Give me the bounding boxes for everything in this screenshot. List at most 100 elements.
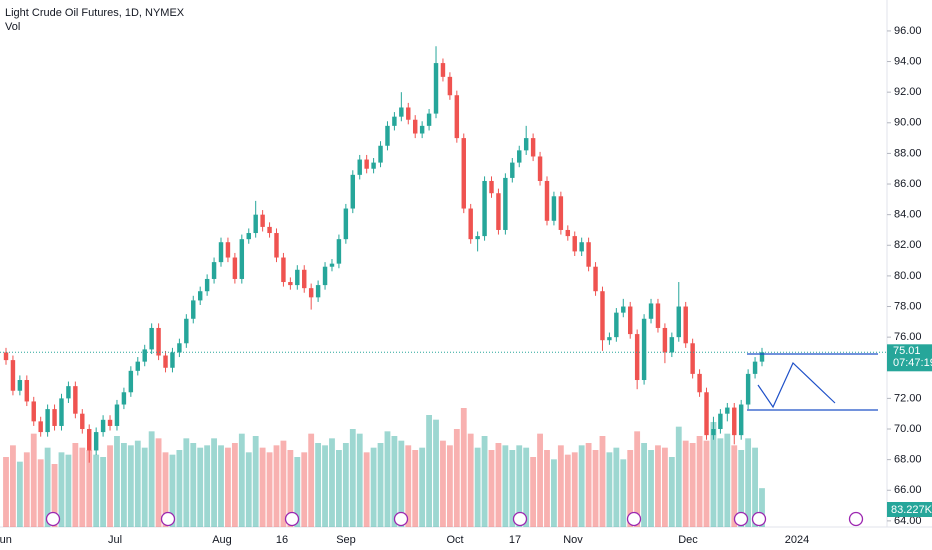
- volume-bar: [634, 431, 641, 527]
- y-tick-label: 80.00: [894, 270, 922, 282]
- candle-body: [302, 269, 307, 289]
- candle-body: [544, 180, 550, 221]
- candle-body: [412, 119, 418, 134]
- event-icon[interactable]: [45, 511, 61, 527]
- volume-bar: [648, 450, 654, 527]
- candle-body: [579, 242, 584, 252]
- candle-body: [184, 318, 189, 344]
- y-tick-label: 86.00: [894, 178, 922, 190]
- volume-bar: [509, 450, 516, 527]
- volume-bar: [169, 454, 176, 527]
- volume-bar: [162, 452, 169, 527]
- candle-body: [288, 282, 293, 286]
- candle-body: [565, 229, 571, 237]
- candle-body: [468, 208, 473, 240]
- candle-body: [38, 421, 43, 433]
- candle-body: [45, 409, 50, 433]
- volume-bar: [294, 457, 301, 527]
- candle-body: [433, 63, 439, 114]
- drawings: [747, 353, 878, 411]
- candle-body: [274, 233, 279, 258]
- candle-body: [503, 177, 508, 230]
- event-icon[interactable]: [393, 511, 409, 527]
- last-price-label: 75.01: [893, 345, 921, 357]
- last-volume-box: [887, 502, 932, 517]
- candle-body: [177, 343, 182, 353]
- volume-bar: [287, 450, 294, 527]
- volume-bar: [252, 436, 259, 527]
- volume-bar: [481, 436, 488, 527]
- candle-body: [385, 125, 390, 146]
- volume-bar: [502, 445, 509, 527]
- candle-body: [246, 233, 251, 240]
- volume-bar: [134, 440, 141, 527]
- volume-bar: [308, 433, 315, 527]
- event-icon[interactable]: [284, 511, 300, 527]
- candle-body: [614, 312, 619, 338]
- volume-legend: Vol: [5, 21, 20, 33]
- event-icon[interactable]: [733, 511, 749, 527]
- y-tick-label: 68.00: [894, 454, 922, 466]
- y-tick-label: 94.00: [894, 55, 922, 67]
- volume-bar: [446, 445, 453, 527]
- volume-bar: [578, 445, 585, 527]
- volume-bar: [668, 457, 675, 527]
- volume-bar: [238, 433, 245, 527]
- candle-body: [163, 355, 168, 368]
- x-tick-label: 17: [509, 534, 521, 546]
- event-icon[interactable]: [626, 511, 642, 527]
- candle-body: [461, 138, 466, 209]
- x-tick-label: 16: [276, 534, 288, 546]
- candle-body: [732, 407, 737, 436]
- volume-bar: [245, 452, 252, 527]
- candle-body: [135, 361, 140, 371]
- volume-bar: [460, 408, 467, 527]
- volume-bar: [231, 443, 238, 527]
- volume-bar: [440, 440, 446, 527]
- candle-body: [17, 380, 23, 391]
- candle-body: [572, 236, 577, 252]
- volume-bar: [544, 450, 550, 527]
- volume-bar: [79, 447, 86, 527]
- volume-bar: [557, 445, 564, 527]
- axes: 64.0066.0068.0070.0072.0074.0076.0078.00…: [0, 25, 932, 546]
- candle-body: [690, 343, 695, 374]
- candle-body: [510, 162, 515, 178]
- candle-body: [87, 429, 92, 451]
- candle-body: [371, 162, 376, 169]
- y-tick-label: 84.00: [894, 209, 922, 221]
- candle-body: [558, 196, 564, 230]
- candle-body: [406, 107, 411, 120]
- candle-body: [121, 392, 127, 405]
- candle-body: [357, 159, 362, 175]
- volume-bar: [759, 488, 765, 527]
- candle-body: [683, 306, 688, 344]
- volume-bar: [58, 452, 65, 527]
- candle-body: [364, 159, 369, 169]
- last-volume-label: 83.227K: [891, 504, 932, 516]
- volume-bar: [190, 443, 197, 527]
- candle-body: [80, 413, 85, 430]
- candle-body: [496, 193, 501, 230]
- candle-body: [655, 303, 661, 328]
- volume-bar: [488, 450, 495, 527]
- volume-bar: [30, 433, 37, 527]
- volume-bar: [592, 450, 599, 527]
- candle-body: [745, 373, 751, 405]
- volume-bar: [155, 438, 162, 527]
- y-tick-label: 76.00: [894, 331, 922, 343]
- volume-bar: [384, 431, 391, 527]
- candle-body: [440, 63, 446, 77]
- x-tick-label: Nov: [563, 534, 583, 546]
- volume-bar: [675, 426, 682, 527]
- x-tick-label: Jun: [0, 534, 12, 546]
- candle-body: [759, 352, 765, 362]
- volume-bar: [620, 459, 627, 527]
- event-icon[interactable]: [751, 511, 767, 527]
- event-icon[interactable]: [512, 511, 528, 527]
- volume-bar: [495, 443, 502, 527]
- countdown-label: 07:47:19: [893, 357, 932, 369]
- candle-body: [530, 138, 536, 157]
- event-icon[interactable]: [160, 511, 176, 527]
- event-icon[interactable]: [848, 511, 864, 527]
